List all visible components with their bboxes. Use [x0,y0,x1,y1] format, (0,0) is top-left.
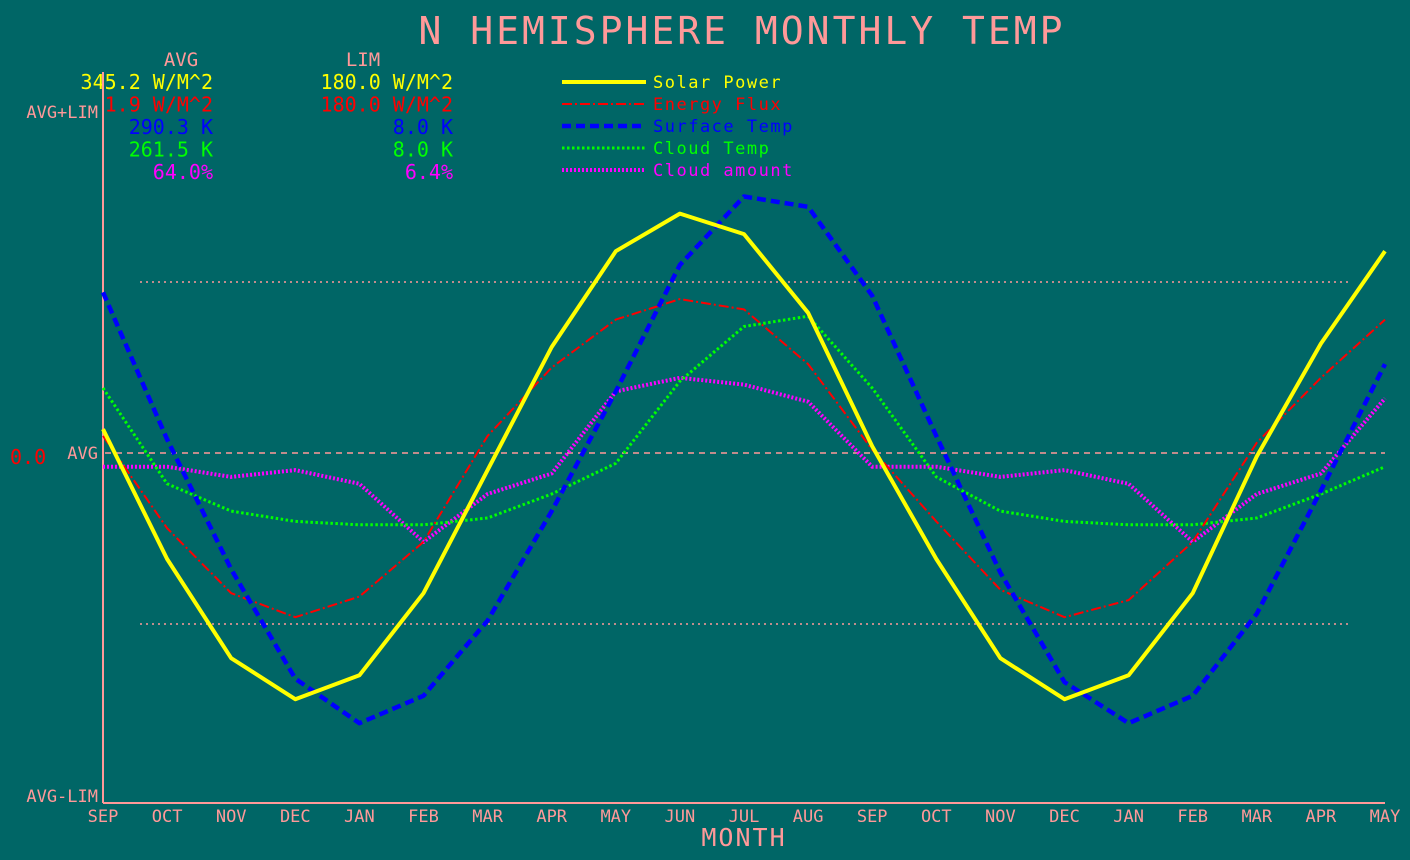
stat-avg: 1.9 W/M^2 [105,93,213,117]
stat-lim: 8.0 K [393,115,453,139]
x-tick-label: JAN [1113,807,1144,827]
x-axis-label: MONTH [701,823,786,852]
x-tick-labels: SEP OCT NOV DEC JAN FEB MAR APR MAY JUN JUL AUG SEP O… [88,807,1401,827]
y-label-zero: 0.0 [10,445,46,469]
series-lines [100,194,1388,726]
stat-avg: 261.5 K [129,138,213,162]
legend-label: Solar Power [653,73,782,93]
stat-lim: 180.0 W/M^2 [321,70,453,94]
x-tick-label: OCT [152,807,183,827]
y-label-mid: AVG [67,444,98,464]
x-tick-label: APR [536,807,567,827]
legend-label: Surface Temp [653,117,794,137]
x-tick-label: SEP [88,807,119,827]
axes [102,72,1385,804]
legend-label: Cloud amount [653,161,794,181]
y-label-top: AVG+LIM [26,103,98,123]
stat-lim: 6.4% [405,160,453,184]
x-tick-label: FEB [408,807,439,827]
x-tick-label: DEC [1049,807,1080,827]
legend-label: Cloud Temp [653,139,770,159]
x-tick-label: NOV [216,807,247,827]
x-tick-label: MAR [1241,807,1272,827]
x-tick-label: SEP [857,807,888,827]
stats-header-lim: LIM [346,49,380,71]
x-tick-label: MAR [472,807,503,827]
y-label-bottom: AVG-LIM [26,787,98,807]
stat-lim: 180.0 W/M^2 [321,93,453,117]
grid-lines [105,281,1385,625]
x-tick-label: NOV [985,807,1016,827]
x-tick-label: JUN [665,807,696,827]
stat-avg: 290.3 K [129,115,213,139]
series-line [101,211,1387,702]
x-tick-label: JUL [729,807,760,827]
x-tick-label: OCT [921,807,952,827]
series-line [102,298,1386,619]
series-line [101,314,1386,527]
stats-header-avg: AVG [164,49,198,71]
stat-lim: 8.0 K [393,138,453,162]
series-line [100,194,1388,726]
x-tick-label: APR [1306,807,1337,827]
legend-label: Energy Flux [653,95,782,115]
x-tick-label: MAY [600,807,631,827]
x-tick-label: FEB [1177,807,1208,827]
x-tick-label: AUG [793,807,824,827]
x-tick-label: JAN [344,807,375,827]
stats-table: 345.2 W/M^2 180.0 W/M^2 1.9 W/M^2 180.0 W/M… [81,70,453,184]
series-line [103,375,1387,544]
stat-avg: 345.2 W/M^2 [81,70,213,94]
chart-title: N HEMISPHERE MONTHLY TEMP [419,9,1066,53]
stat-avg: 64.0% [153,160,213,184]
x-tick-label: MAY [1370,807,1401,827]
x-tick-label: DEC [280,807,311,827]
